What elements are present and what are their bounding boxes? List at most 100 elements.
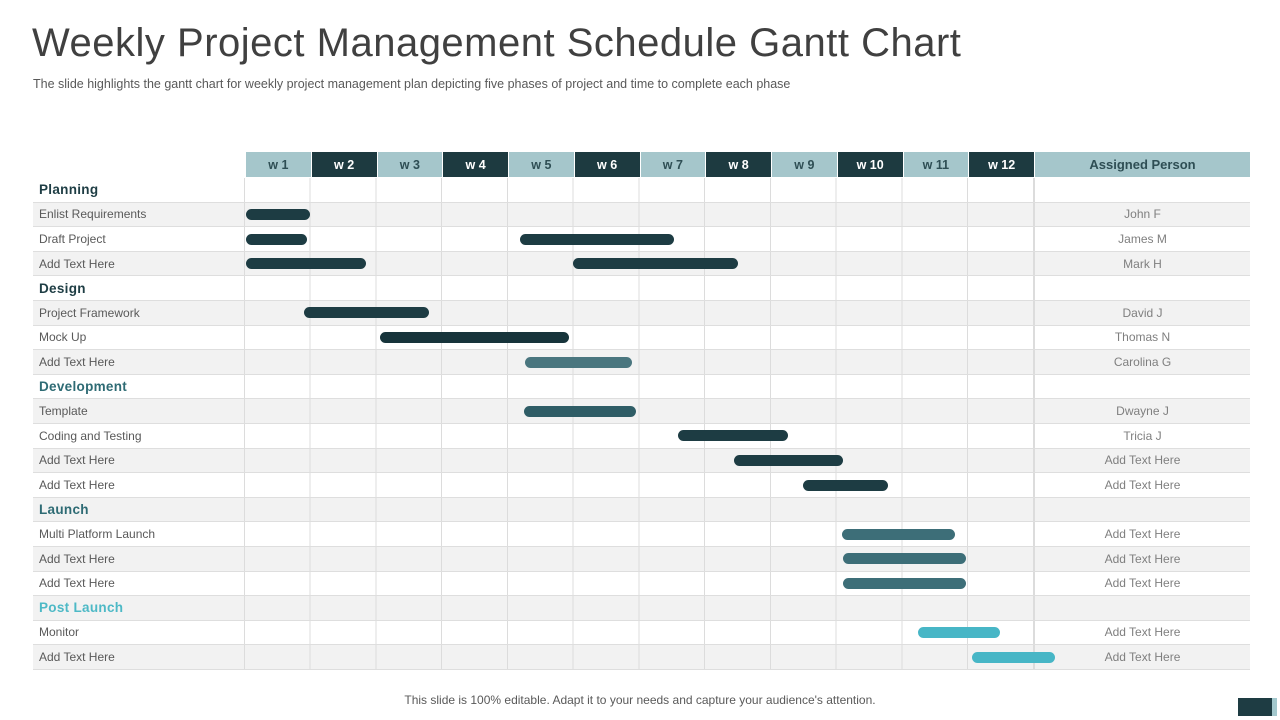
week-grid-cell <box>245 596 1034 620</box>
task-label: Add Text Here <box>33 251 245 276</box>
week-grid-cell <box>245 645 1055 669</box>
gantt-body: Planning Enlist Requirements John F Draft P… <box>33 177 1250 670</box>
gantt-bar <box>304 307 429 319</box>
phase-label: Development <box>33 374 245 399</box>
task-label: Multi Platform Launch <box>33 522 245 546</box>
gantt-section-row: Planning <box>33 178 1250 203</box>
week-header-w4: w 4 <box>442 152 508 177</box>
week-grid-cell <box>245 546 1034 571</box>
week-grid-cell <box>245 178 1034 202</box>
assigned-person <box>1034 178 1250 202</box>
assigned-person: Thomas N <box>1034 325 1250 350</box>
gantt-section-row: Development <box>33 374 1250 400</box>
task-label: Add Text Here <box>33 448 245 473</box>
week-grid-cell <box>245 399 1034 423</box>
assigned-person: Add Text Here <box>1034 546 1250 571</box>
gantt-bar <box>520 233 674 245</box>
week-header-w10: w 10 <box>836 152 903 177</box>
gantt-section-row: Launch <box>33 497 1250 523</box>
assigned-person: Add Text Here <box>1034 448 1250 473</box>
assigned-person-header: Assigned Person <box>1034 152 1250 177</box>
gantt-bar <box>246 233 307 245</box>
gantt-task-row: Add Text Here Carolina G <box>33 350 1250 375</box>
gantt-bar <box>524 405 636 417</box>
gantt-bar <box>842 528 955 540</box>
gantt-bar <box>525 356 632 368</box>
week-grid-cell <box>245 325 1034 350</box>
week-grid-cell <box>245 251 1034 276</box>
week-grid-cell <box>245 448 1034 473</box>
phase-label: Launch <box>33 497 245 522</box>
task-label: Add Text Here <box>33 473 245 497</box>
week-grid-cell <box>245 276 1034 300</box>
week-header-w2: w 2 <box>310 152 377 177</box>
task-label: Add Text Here <box>33 350 245 374</box>
phase-label: Design <box>33 276 245 300</box>
assigned-person: Add Text Here <box>1034 571 1250 596</box>
gantt-task-row: Multi Platform Launch Add Text Here <box>33 522 1250 547</box>
gantt-task-row: Coding and Testing Tricia J <box>33 423 1250 449</box>
assigned-person: Tricia J <box>1034 423 1250 448</box>
gantt-task-row: Add Text Here Add Text Here <box>33 448 1250 474</box>
week-header-w8: w 8 <box>705 152 771 177</box>
gantt-bar <box>843 553 966 565</box>
assigned-person: Mark H <box>1034 251 1250 276</box>
task-label: Add Text Here <box>33 571 245 596</box>
week-grid-cell <box>245 300 1034 325</box>
week-grid-cell <box>245 497 1034 522</box>
gantt-bar <box>734 455 843 467</box>
gantt-task-row: Add Text Here Add Text Here <box>33 571 1250 597</box>
task-label: Project Framework <box>33 300 245 325</box>
task-label: Add Text Here <box>33 645 245 669</box>
task-label: Monitor <box>33 620 245 645</box>
week-header-w11: w 11 <box>902 152 969 177</box>
header-spacer <box>33 152 245 177</box>
week-grid-cell <box>245 423 1034 448</box>
gantt-bar <box>246 209 310 221</box>
corner-accent-light <box>1272 698 1277 716</box>
week-header-w6: w 6 <box>573 152 640 177</box>
gantt-bar <box>380 332 569 344</box>
gantt-task-row: Add Text Here Mark H <box>33 251 1250 277</box>
assigned-person <box>1034 497 1250 522</box>
week-grid-cell <box>245 350 1034 374</box>
slide-subtitle: The slide highlights the gantt chart for… <box>33 77 791 91</box>
task-label: Template <box>33 399 245 423</box>
assigned-person: Dwayne J <box>1034 399 1250 423</box>
gantt-bar <box>803 479 888 491</box>
gantt-task-row: Enlist Requirements John F <box>33 202 1250 228</box>
week-grid-cell <box>245 374 1034 399</box>
task-label: Add Text Here <box>33 546 245 571</box>
gantt-task-row: Draft Project James M <box>33 227 1250 252</box>
assigned-person: James M <box>1034 227 1250 251</box>
task-label: Enlist Requirements <box>33 202 245 227</box>
assigned-person: Add Text Here <box>1034 645 1250 669</box>
task-label: Draft Project <box>33 227 245 251</box>
assigned-person: Add Text Here <box>1034 522 1250 546</box>
assigned-person: David J <box>1034 300 1250 325</box>
gantt-section-row: Post Launch <box>33 596 1250 621</box>
gantt-task-row: Project Framework David J <box>33 300 1250 326</box>
gantt-task-row: Mock Up Thomas N <box>33 325 1250 351</box>
gantt-task-row: Add Text Here Add Text Here <box>33 546 1250 572</box>
assigned-person: Carolina G <box>1034 350 1250 374</box>
gantt-bar <box>843 578 966 589</box>
week-header-w9: w 9 <box>771 152 837 177</box>
phase-label: Post Launch <box>33 596 245 620</box>
week-grid-cell <box>245 571 1034 596</box>
assigned-person <box>1034 374 1250 399</box>
week-header-w3: w 3 <box>376 152 443 177</box>
gantt-task-row: Template Dwayne J <box>33 399 1250 424</box>
gantt-bar <box>678 430 788 442</box>
assigned-person <box>1034 276 1250 300</box>
phase-label: Planning <box>33 178 245 202</box>
gantt-bar <box>573 258 738 270</box>
corner-accent-dark <box>1238 698 1272 716</box>
gantt-task-row: Monitor Add Text Here <box>33 620 1250 646</box>
gantt-task-row: Add Text Here Add Text Here <box>33 473 1250 498</box>
gantt-section-row: Design <box>33 276 1250 301</box>
week-grid-cell <box>245 522 1034 546</box>
